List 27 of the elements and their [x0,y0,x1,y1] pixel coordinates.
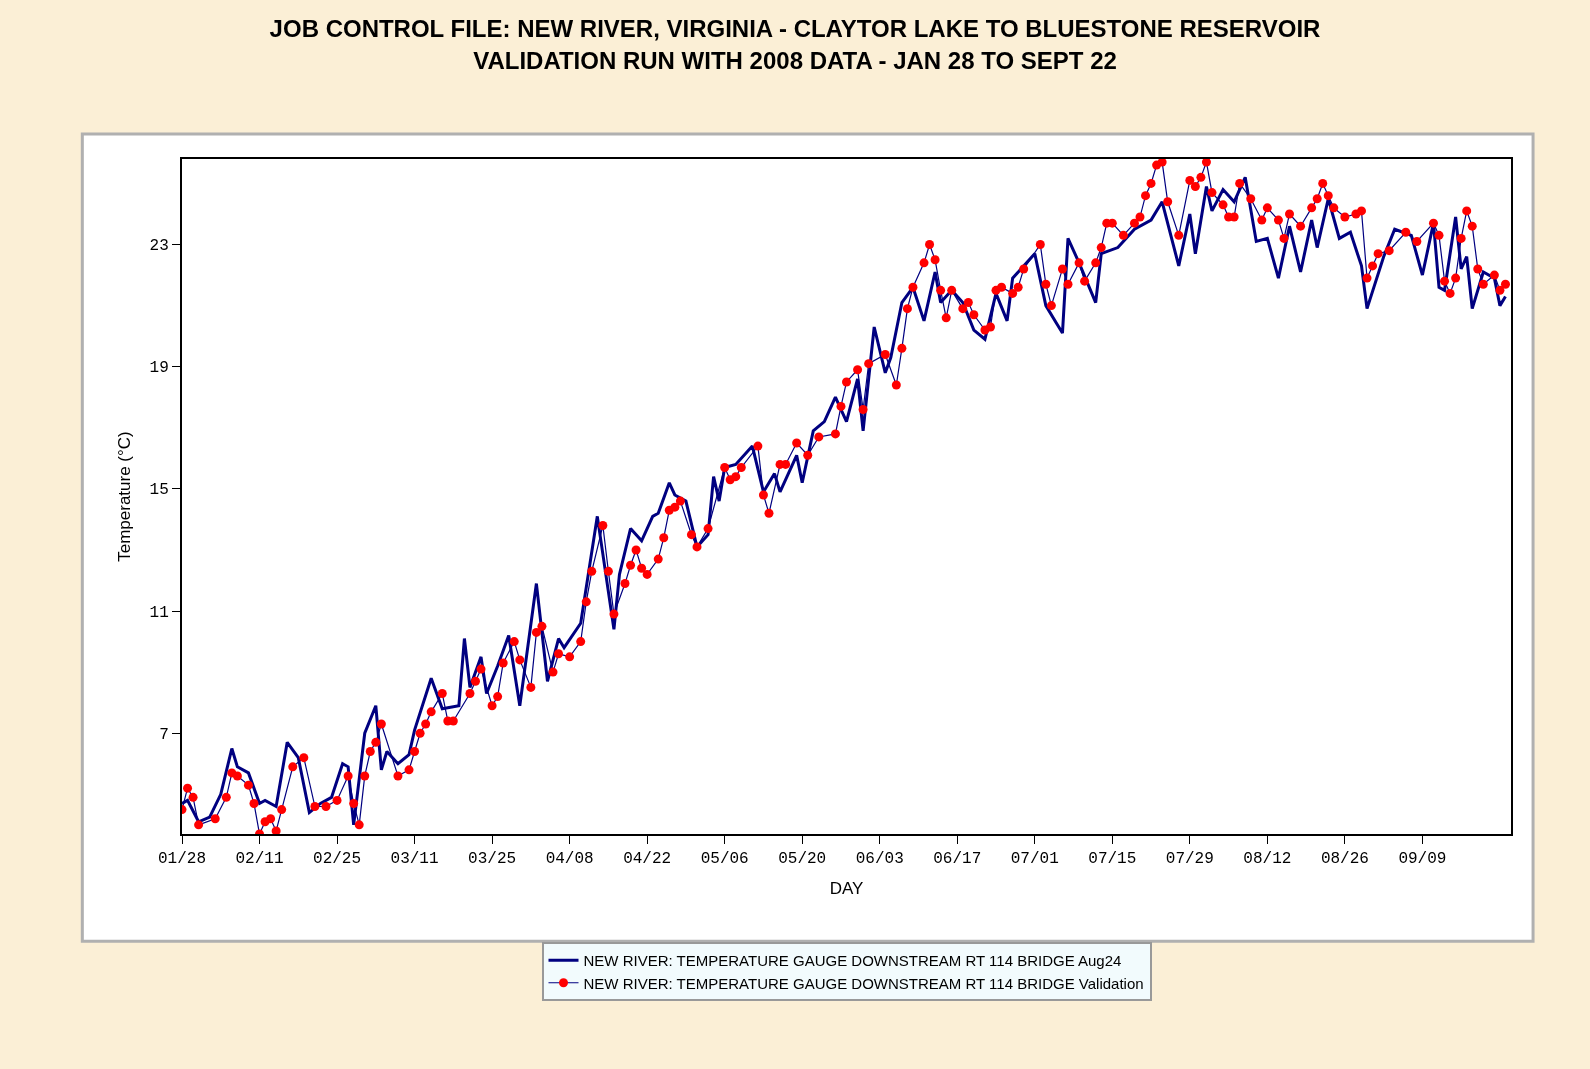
x-tick-label: 05/06 [700,850,749,869]
x-tick-label: 08/12 [1243,850,1292,869]
y-tick-label: 15 [149,481,169,500]
x-tick-label: 07/15 [1088,850,1137,869]
x-tick-label: 01/28 [157,850,207,869]
x-tick-label: 03/25 [468,850,517,869]
x-axis-title: DAY [829,879,864,899]
x-tick-label: 06/17 [933,850,982,869]
x-tick-label: 05/20 [778,850,827,869]
x-tick-label: 07/29 [1165,850,1214,869]
y-tick-label: 19 [149,359,169,378]
y-tick-label: 23 [149,237,169,256]
x-tick-label: 03/11 [390,850,439,869]
y-tick-label: 7 [159,725,169,744]
x-tick-label: 06/03 [855,850,904,869]
x-tick-label: 04/08 [545,850,594,869]
x-tick-label: 04/22 [623,850,672,869]
y-tick-label: 11 [149,603,169,622]
chart-title: JOB CONTROL FILE: NEW RIVER, VIRGINIA - CLAYTOR LAKE TO BLUESTONE RESERVOIR VALIDATION RUN WITH 2008 DATA - JAN 28 TO SEPT 22 [269,15,1321,74]
y-axis-title: Temperature (°C) [114,431,134,562]
x-tick-label: 08/26 [1320,850,1369,869]
x-tick-label: 02/11 [235,850,284,869]
legend-label: NEW RIVER: TEMPERATURE GAUGE DOWNSTREAM RT 114 BRIDGE Aug24 [583,952,1122,970]
x-tick-label: 02/25 [313,850,362,869]
x-tick-label: 07/01 [1010,850,1059,869]
x-tick-label: 09/09 [1398,850,1447,869]
legend-label: NEW RIVER: TEMPERATURE GAUGE DOWNSTREAM RT 114 BRIDGE Validation [583,974,1144,992]
